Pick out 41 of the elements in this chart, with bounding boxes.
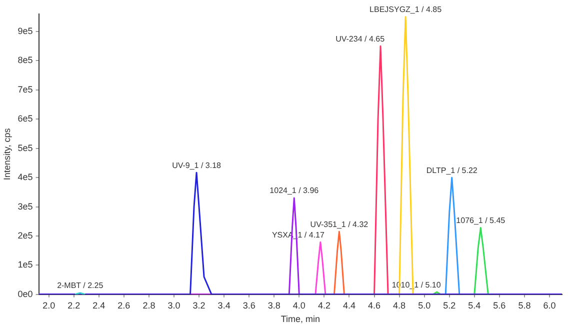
- x-tick-label: 3.0: [168, 300, 180, 310]
- annotation: UV-9_1 / 3.18: [172, 160, 222, 170]
- annotation: 1024_1 / 3.96: [270, 186, 320, 196]
- x-tick-label: 5.0: [418, 300, 431, 310]
- x-tick-label: 3.8: [268, 300, 280, 310]
- x-tick-label: 4.0: [292, 300, 306, 310]
- annotation: UV-351_1 / 4.32: [310, 220, 369, 229]
- y-tick-label: 0e0: [18, 288, 33, 299]
- x-tick-label: 5.6: [493, 300, 506, 310]
- y-tick-label: 8e5: [18, 55, 33, 66]
- x-tick-label: 3.2: [192, 300, 206, 310]
- y-tick-label: 9e5: [18, 26, 33, 36]
- y-tick-label: 4e5: [18, 172, 33, 182]
- x-tick-label: 2.6: [118, 300, 130, 310]
- y-tick-label: 5e5: [18, 142, 33, 153]
- annotation: 1076_1 / 5.45: [456, 216, 506, 226]
- y-tick-label: 7e5: [18, 84, 33, 94]
- x-tick-label: 4.6: [368, 300, 381, 310]
- x-tick-label: 2.0: [42, 300, 56, 310]
- y-tick-label: 6e5: [18, 114, 33, 124]
- x-tick-label: 4.4: [342, 300, 356, 310]
- y-tick-label: 2e5: [18, 230, 33, 240]
- x-tick-label: 3.6: [242, 300, 256, 310]
- x-tick-label: 3.4: [218, 300, 230, 310]
- annotation: LBEJSYGZ_1 / 4.85: [370, 5, 442, 14]
- y-axis-title: Intensity, cps: [2, 128, 12, 180]
- x-tick-label: 4.2: [318, 300, 330, 310]
- annotation: DLTP_1 / 5.22: [426, 166, 478, 175]
- x-tick-label: 2.4: [92, 300, 106, 310]
- x-tick-label: 5.2: [443, 300, 456, 310]
- annotation: UV-234 / 4.65: [336, 34, 386, 44]
- y-tick-label: 1e5: [18, 260, 33, 270]
- x-tick-label: 2.8: [142, 300, 156, 310]
- annotation: 2-MBT / 2.25: [57, 281, 104, 290]
- y-tick-label: 3e5: [18, 201, 33, 212]
- x-tick-label: 5.8: [518, 300, 531, 310]
- x-tick-label: 2.2: [68, 300, 80, 310]
- x-tick-label: 6.0: [543, 300, 556, 310]
- x-tick-label: 5.4: [468, 300, 481, 310]
- x-tick-label: 4.8: [393, 300, 406, 310]
- x-axis-title: Time, min: [280, 314, 320, 324]
